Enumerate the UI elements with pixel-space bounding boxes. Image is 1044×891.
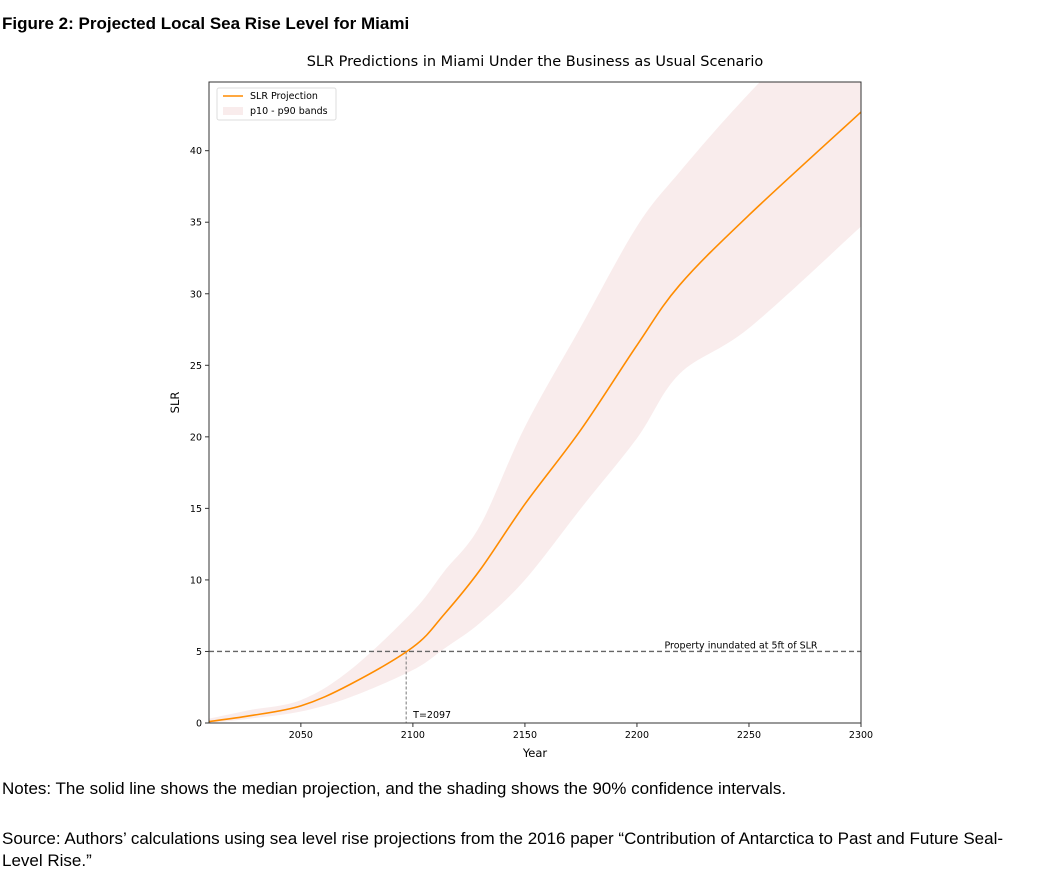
x-tick-label: 2150: [513, 730, 537, 741]
y-tick-label: 25: [190, 361, 202, 372]
plot-frame: [208, 81, 862, 724]
x-axis-label: Year: [522, 746, 548, 760]
legend-label: SLR Projection: [250, 91, 318, 102]
y-tick-label: 35: [190, 218, 202, 229]
legend-label: p10 - p90 bands: [250, 106, 328, 117]
p10-p90-band: [209, 82, 861, 723]
y-tick-label: 0: [196, 719, 202, 730]
y-tick-label: 15: [190, 504, 202, 515]
y-tick-label: 10: [190, 575, 202, 586]
y-tick-label: 30: [190, 289, 202, 300]
figure-source: Source: Authors’ calculations using sea …: [2, 829, 1004, 870]
x-tick-label: 2100: [401, 730, 425, 741]
crossing-label: T=2097: [412, 710, 451, 721]
threshold-label: Property inundated at 5ft of SLR: [664, 640, 817, 651]
x-tick-label: 2250: [737, 730, 761, 741]
legend: [216, 87, 337, 121]
y-tick-label: 40: [190, 146, 202, 157]
y-tick-label: 5: [196, 647, 202, 658]
chart-title: SLR Predictions in Miami Under the Busin…: [307, 54, 764, 70]
y-axis-label: SLR: [168, 392, 182, 414]
slr-projection-line: [209, 111, 861, 723]
x-tick-label: 2050: [289, 730, 313, 741]
x-tick-label: 2300: [849, 730, 873, 741]
chart: SLR Predictions in Miami Under the Busin…: [168, 54, 873, 760]
figure-notes: Notes: The solid line shows the median p…: [2, 779, 787, 798]
y-tick-label: 20: [190, 432, 202, 443]
x-tick-label: 2200: [625, 730, 649, 741]
figure-title: Figure 2: Projected Local Sea Rise Level…: [2, 14, 410, 33]
legend-band-swatch: [223, 107, 243, 115]
